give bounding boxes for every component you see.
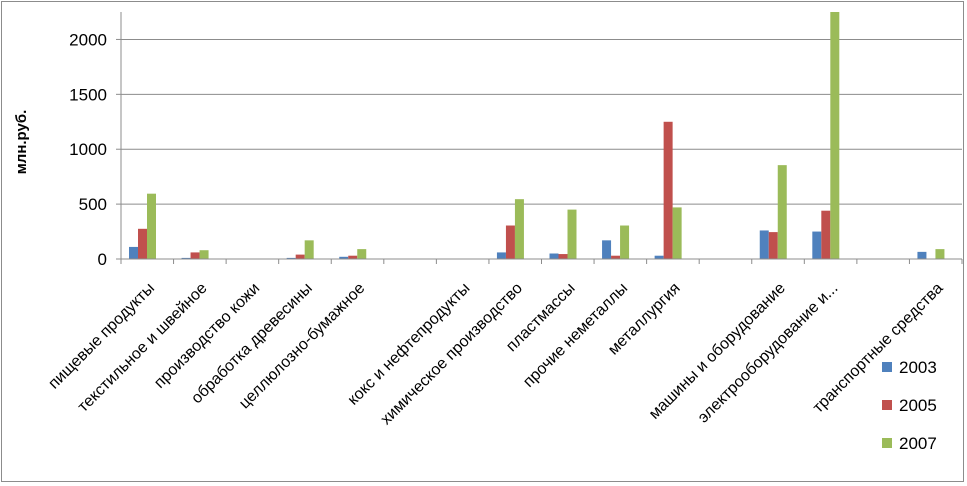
axes <box>116 12 963 264</box>
bar-2007: 2007: 470 <box>672 207 682 259</box>
bar-2007: 2007: 305 <box>620 225 630 259</box>
bar-2007: 2007: 80 <box>199 250 209 259</box>
bar-2003: 2003: 30 <box>654 255 664 259</box>
bar-2005: 2005: 40 <box>295 254 305 259</box>
bar-2005: 2005: 45 <box>558 254 568 259</box>
legend-swatch-2003 <box>882 362 892 372</box>
legend-swatch-2007 <box>882 438 892 448</box>
bar-2005: 2005: 30 <box>348 255 358 259</box>
bar-2003: 2003: 50 <box>549 253 559 259</box>
legend-label-2007: 2007 <box>899 434 937 453</box>
y-tick-label: 0 <box>98 250 107 269</box>
bar-2005: 2005: 245 <box>768 232 778 259</box>
bar-2007: 2007: 170 <box>304 240 314 259</box>
legend: 2003 2005 2007 <box>882 358 937 453</box>
y-tick-label: 1500 <box>69 85 107 104</box>
bar-2007: 2007: 450 <box>567 209 577 259</box>
y-tick-label: 2000 <box>69 30 107 49</box>
bar-2003: 2003: 110 <box>129 246 138 259</box>
bar-2003: 2003: 10 <box>181 257 191 259</box>
legend-label-2003: 2003 <box>899 358 937 377</box>
bar-2003: 2003: 20 <box>339 256 349 259</box>
bar-2007: 2007: 90 <box>357 249 367 259</box>
bar-2003: 2003: 10 <box>286 257 296 259</box>
legend-swatch-2005 <box>882 400 892 410</box>
bar-2007: 2007: 545 <box>514 199 524 259</box>
bar-2005: 2005: 275 <box>138 228 147 259</box>
bar-2007: 2007: 595 <box>147 193 156 259</box>
bar-2003: 2003: 250 <box>812 231 822 259</box>
bar-2005: 2005: 60 <box>190 252 200 259</box>
bar-2003: 2003: 65 <box>917 251 927 259</box>
bar-2005: 2005: 440 <box>821 210 831 259</box>
bar-2003: 2003: 170 <box>602 240 612 259</box>
y-axis-label: млн.руб. <box>13 110 30 175</box>
bar-2007: 2007: 855 <box>777 165 787 259</box>
y-tick-labels: 0 500 1000 1500 2000 <box>69 30 107 269</box>
bar-2005: 2005: 1250 <box>663 121 673 260</box>
bar-2007: 2007: 2250 <box>830 12 840 259</box>
bar-2003: 2003: 260 <box>759 230 769 259</box>
bar-2003: 2003: 60 <box>496 252 506 259</box>
bar-2005: 2005: 305 <box>505 225 515 259</box>
y-tick-label: 1000 <box>69 140 107 159</box>
x-category-label: прочие неметаллы <box>520 280 631 391</box>
bar-2007: 2007: 90 <box>935 249 945 259</box>
bar-2005: 2005: 30 <box>611 255 621 259</box>
bars: 2003: 110 2003: 10 2003: 10 2003: 20 2003: 6… <box>129 12 945 260</box>
y-tick-label: 500 <box>79 195 107 214</box>
legend-label-2005: 2005 <box>899 396 937 415</box>
